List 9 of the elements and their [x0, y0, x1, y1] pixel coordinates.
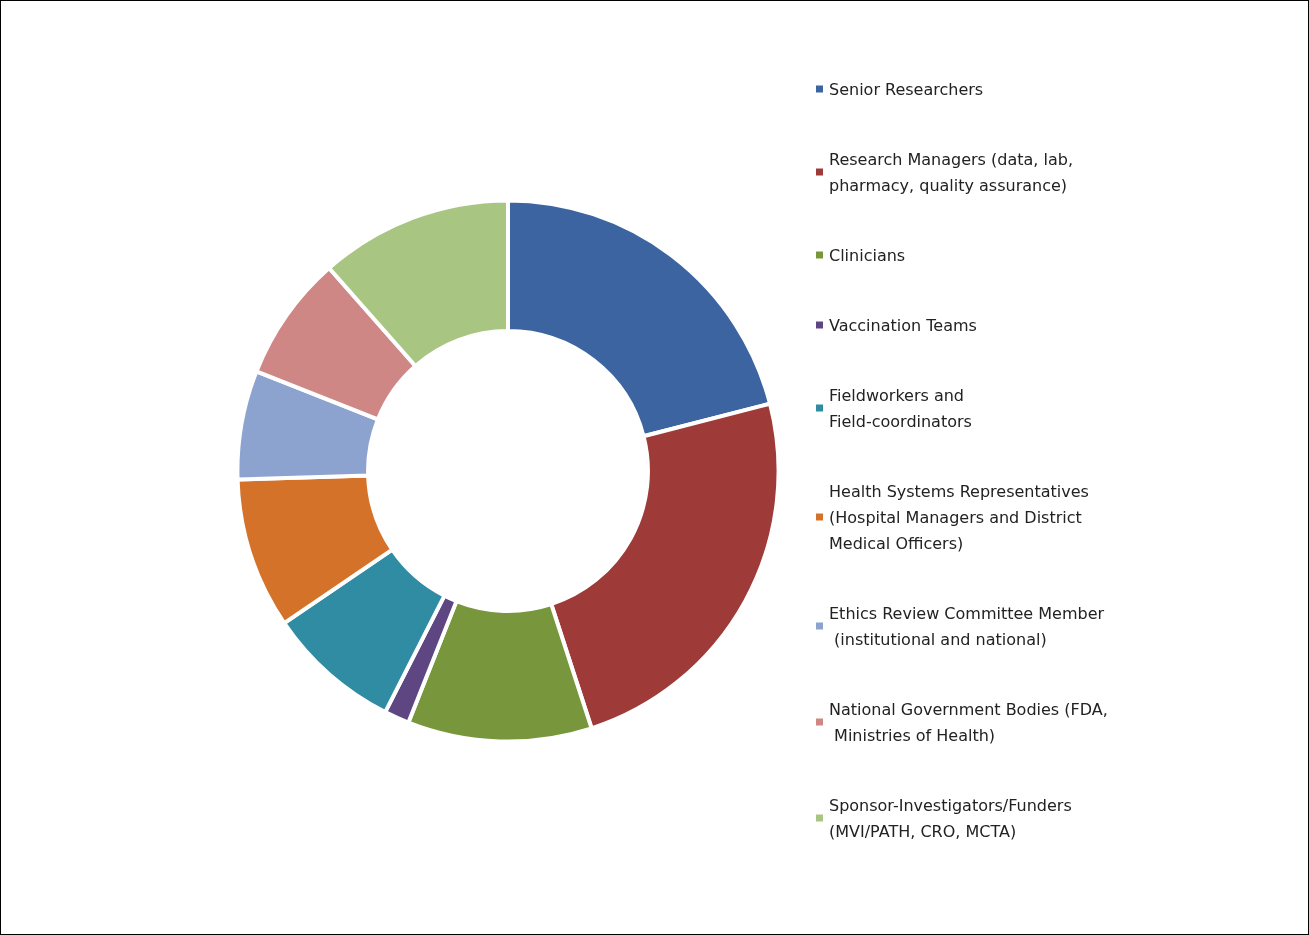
legend-label: Vaccination Teams — [829, 315, 977, 335]
legend-label: National Government Bodies (FDA, Ministries of Health) — [829, 699, 1108, 745]
legend-label: Ethics Review Committee Member (institutional and national) — [829, 603, 1105, 649]
legend-label: Fieldworkers and Field-coordinators — [829, 385, 972, 431]
legend-label: Sponsor-Investigators/Funders (MVI/PATH, CRO, MCTA) — [829, 795, 1077, 841]
legend-label: Research Managers (data, lab, pharmacy, quality assurance) — [829, 149, 1079, 195]
legend-label: Health Systems Representatives (Hospital Managers and District Medical Officers) — [829, 481, 1095, 553]
legend-label: Clinicians — [829, 245, 906, 265]
legend-label: Senior Researchers — [829, 79, 984, 99]
